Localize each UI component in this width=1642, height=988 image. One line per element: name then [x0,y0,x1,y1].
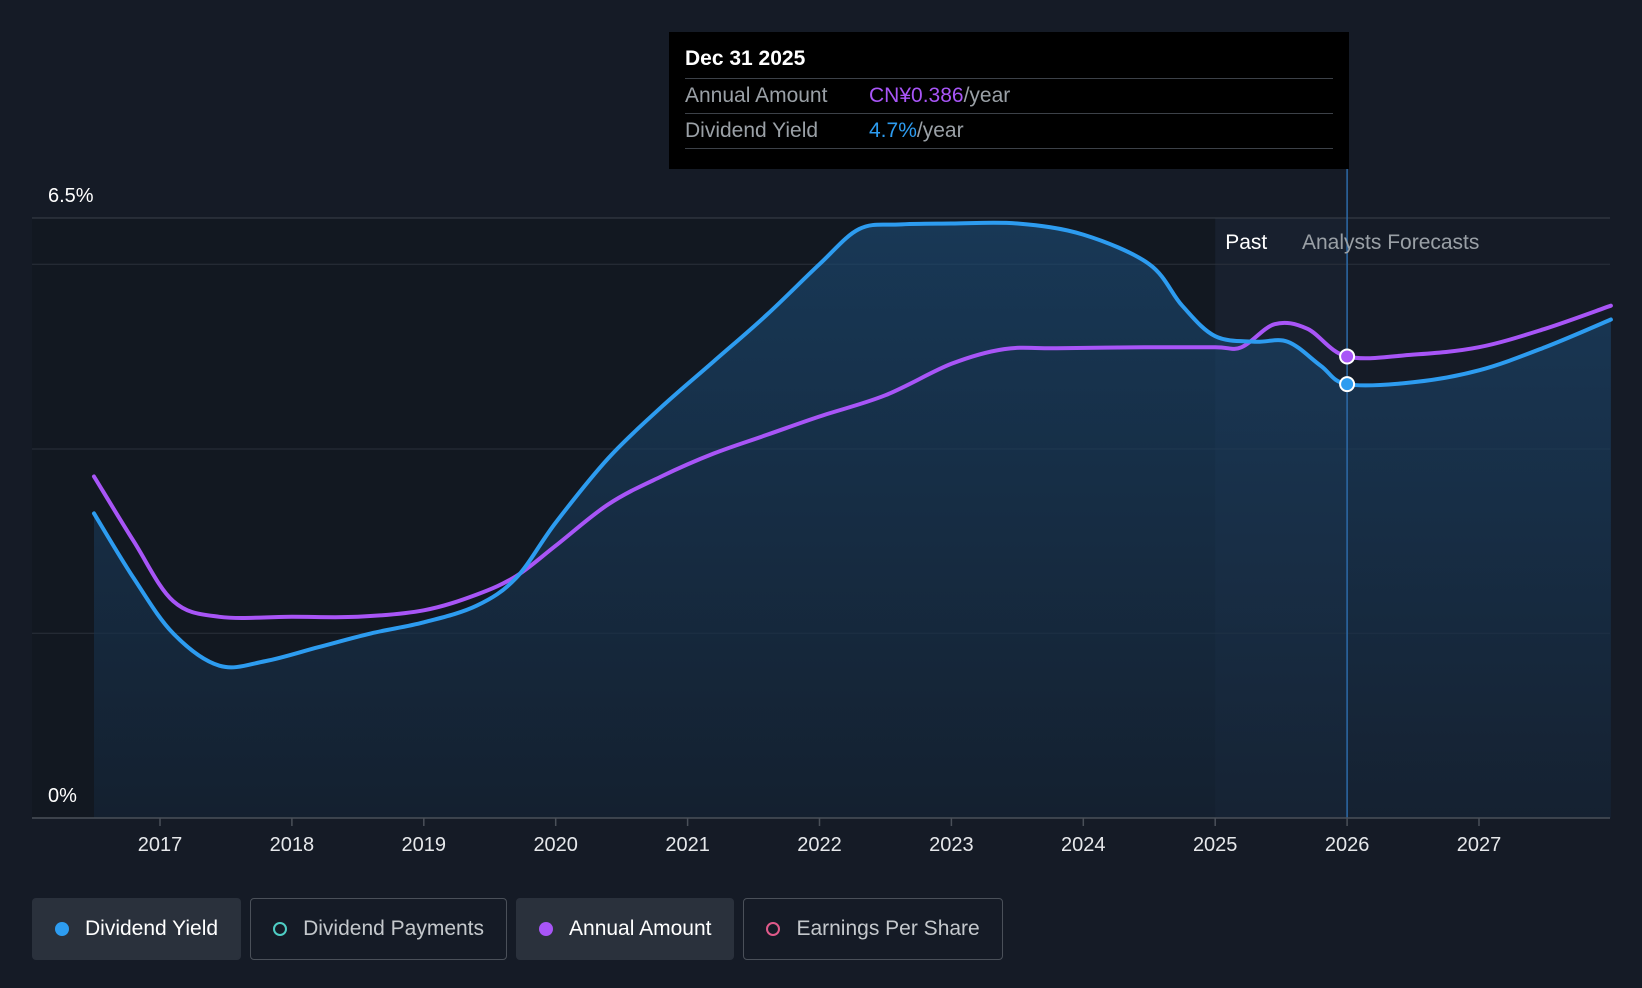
tooltip-value: CN¥0.386 [869,84,964,107]
earnings-per-share-ring-icon [766,922,781,936]
x-tick-label: 2024 [1061,834,1106,856]
series-area-dividend-yield [94,222,1611,818]
legend-toggle-dividend-payments[interactable]: Dividend Payments [250,898,508,960]
legend-label: Dividend Yield [85,917,219,940]
y-tick-label-bottom: 0% [48,785,77,807]
chart-canvas: 6.5% 0% Past Analysts Forecasts 2017 2018 2019… [32,169,1613,856]
forecast-region-label: Analysts Forecasts [1302,231,1479,254]
x-tick-label: 2022 [797,834,842,856]
annual-amount-dot-icon [539,922,554,936]
legend-label: Earnings Per Share [796,917,980,940]
tooltip-unit: /year [963,84,1011,107]
y-tick-label-top: 6.5% [48,185,94,207]
legend-toggle-annual-amount[interactable]: Annual Amount [516,898,735,960]
dividend-payments-ring-icon [273,922,288,936]
x-tick-label: 2026 [1325,834,1370,856]
legend-label: Annual Amount [569,917,712,940]
tooltip-unit: /year [916,119,964,142]
tooltip-row-annual-amount: Annual Amount CN¥0.386/year [685,79,1333,114]
legend-label: Dividend Payments [303,917,485,940]
x-tick-label: 2018 [270,834,315,856]
legend-toggle-dividend-yield[interactable]: Dividend Yield [32,898,242,960]
tooltip-label: Annual Amount [685,84,828,107]
chart-tooltip: Dec 31 2025 Annual Amount CN¥0.386/year D… [669,32,1349,169]
hover-marker-dividend-yield [1339,376,1356,393]
tooltip-date: Dec 31 2025 [685,44,1333,79]
series-line-dividend-yield [92,220,1613,670]
x-tick-label: 2020 [533,834,578,856]
x-tick-label: 2025 [1193,834,1238,856]
x-tick-label: 2019 [402,834,447,856]
x-tick-label: 2023 [929,834,974,856]
chart-legend: Dividend Yield Dividend Payments Annual … [32,898,1003,960]
tooltip-label: Dividend Yield [685,119,819,142]
x-tick-label: 2027 [1457,834,1502,856]
series-line-annual-amount [92,303,1613,620]
tooltip-row-dividend-yield: Dividend Yield 4.7%/year [685,114,1333,149]
tooltip-value: 4.7% [869,119,917,142]
x-tick-label: 2017 [138,834,183,856]
dividend-yield-dot-icon [55,922,69,936]
x-tick-label: 2021 [665,834,710,856]
hover-marker-annual-amount [1339,348,1356,365]
legend-toggle-earnings-per-share[interactable]: Earnings Per Share [743,898,1003,960]
past-region-label: Past [1225,231,1267,254]
